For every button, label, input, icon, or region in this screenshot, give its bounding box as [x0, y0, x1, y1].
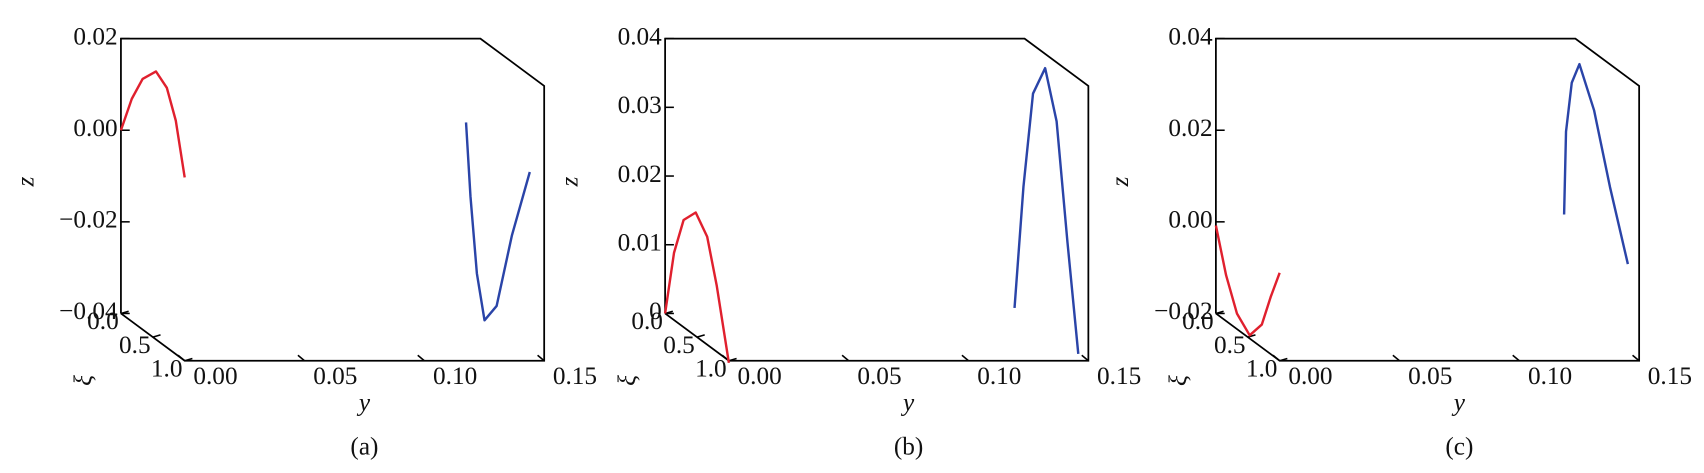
caption: (b)	[894, 432, 923, 460]
y-tick-label: 0.15	[1648, 362, 1692, 390]
y-tick	[417, 354, 425, 362]
y-tick	[177, 354, 186, 362]
y-tick-label: 0.15	[553, 362, 597, 390]
y-tick-label: 0.00	[738, 362, 782, 390]
z-tick-label: 0.04	[618, 22, 663, 50]
z-tick-label: 0.04	[1168, 22, 1213, 50]
curve	[119, 70, 186, 178]
xi-tick-label: 0.5	[1214, 331, 1246, 359]
xi-tick	[696, 334, 705, 338]
curve	[1013, 66, 1080, 354]
z-tick-label: 0.02	[618, 160, 662, 188]
curve	[464, 122, 531, 322]
z-tick-label: 0.00	[73, 114, 117, 142]
curve	[1214, 225, 1281, 337]
z-tick-label: −0.02	[1154, 297, 1212, 325]
xi-tick-label: 0.5	[663, 331, 695, 359]
y-tick	[1512, 354, 1520, 362]
xi-axis-label: ξ	[1165, 375, 1193, 386]
z-tick-label: −0.04	[59, 297, 118, 325]
xi-axis-label: ξ	[614, 375, 642, 386]
y-tick	[1081, 354, 1089, 362]
xi-tick	[1215, 310, 1224, 315]
axes-box	[1215, 37, 1641, 362]
curve	[1562, 62, 1630, 265]
z-axis-label: z	[1106, 176, 1134, 187]
z-tick-label: −0.02	[59, 206, 117, 234]
xi-tick	[664, 310, 674, 315]
axes-box	[664, 37, 1090, 362]
y-tick	[297, 354, 306, 362]
caption: (c)	[1445, 432, 1473, 460]
xi-tick	[152, 334, 161, 338]
xi-tick	[1247, 334, 1256, 338]
z-tick-label: 0.01	[618, 229, 662, 257]
z-tick-label: 0.00	[1168, 206, 1212, 234]
curve	[663, 211, 731, 363]
y-axis-label: y	[356, 388, 371, 416]
y-tick-label: 0.00	[1288, 362, 1332, 390]
y-tick	[1272, 354, 1281, 362]
xi-axis-label: ξ	[70, 375, 98, 386]
y-tick	[1392, 354, 1400, 362]
y-tick	[537, 354, 545, 362]
y-tick	[1632, 354, 1640, 362]
xi-tick-label: 0.0	[631, 307, 663, 335]
xi-tick	[120, 310, 129, 315]
xi-tick	[728, 357, 737, 362]
z-tick-label: 0.03	[618, 91, 662, 119]
y-tick-label: 0.15	[1097, 362, 1141, 390]
xi-tick-label: 1.0	[695, 354, 727, 382]
xi-tick-label: 0.0	[87, 307, 119, 335]
y-tick-label: 0.10	[433, 362, 477, 390]
y-tick-label: 0.10	[977, 362, 1021, 390]
y-tick	[961, 354, 970, 362]
y-axis-label: y	[1451, 388, 1466, 416]
xi-tick-label: 0.5	[119, 331, 151, 359]
y-tick-label: 0.00	[193, 362, 237, 390]
z-axis-label: z	[555, 176, 583, 187]
z-axis-label: z	[11, 176, 39, 187]
caption: (a)	[350, 432, 378, 460]
axes-box	[120, 37, 546, 362]
z-tick-label: 0	[649, 297, 662, 325]
z-tick-label: 0.02	[1168, 114, 1212, 142]
xi-tick-label: 0.0	[1182, 307, 1214, 335]
y-tick-label: 0.05	[1408, 362, 1452, 390]
y-tick-label: 0.05	[857, 362, 901, 390]
xi-tick-label: 1.0	[151, 354, 183, 382]
y-tick-label: 0.10	[1528, 362, 1572, 390]
y-tick-label: 0.05	[313, 362, 357, 390]
xi-tick-label: 1.0	[1246, 354, 1278, 382]
y-tick	[841, 354, 850, 362]
xi-tick	[1279, 357, 1288, 362]
z-tick-label: 0.02	[73, 22, 117, 50]
xi-tick	[184, 357, 193, 362]
y-axis-label: y	[900, 388, 915, 416]
